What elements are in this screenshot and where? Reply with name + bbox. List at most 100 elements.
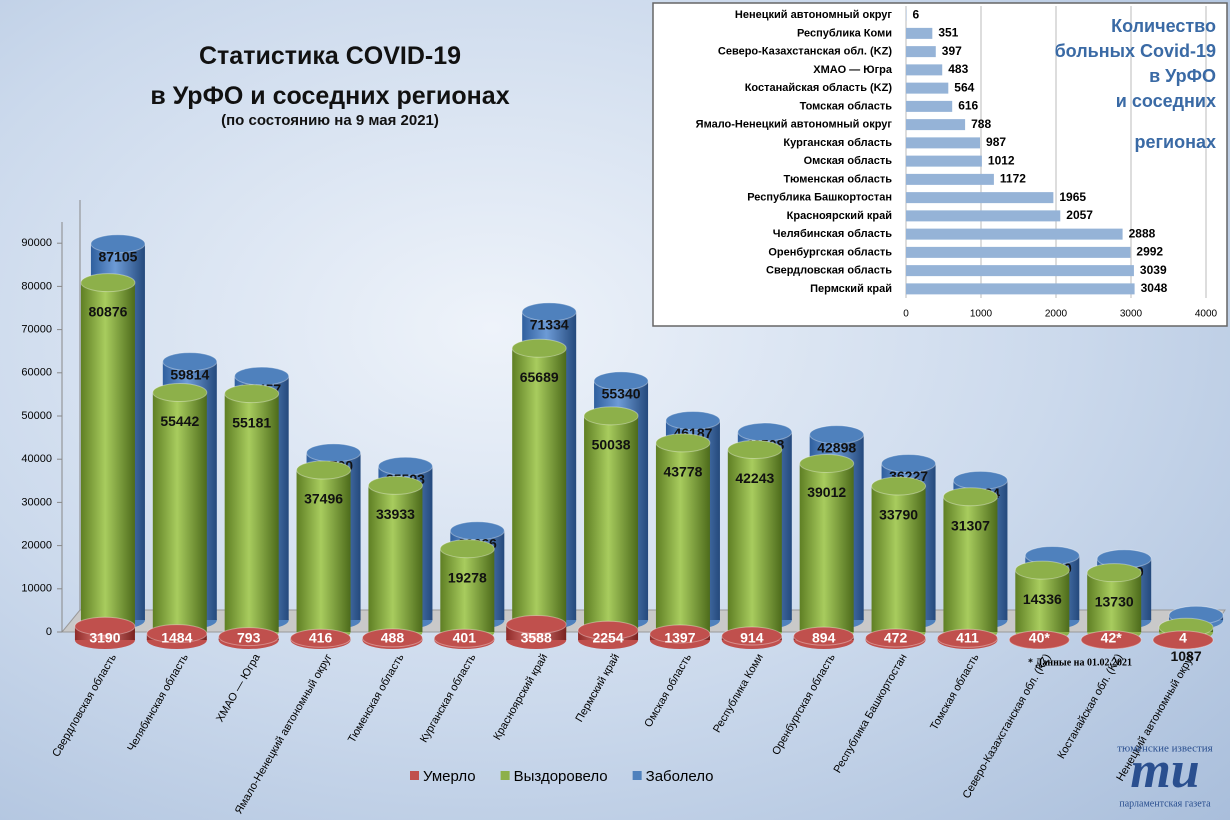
cylinder-top: [1152, 630, 1214, 650]
value-label: 42*: [1101, 630, 1123, 646]
value-label: 3039: [1140, 263, 1167, 277]
legend-label: Умерло: [423, 768, 476, 785]
x-tick-label: Республика Башкортостан: [832, 652, 910, 775]
bar: [906, 210, 1061, 222]
value-label: 483: [948, 62, 968, 76]
x-tick-label: Тюменская область: [346, 652, 407, 745]
bar: [906, 119, 966, 131]
y-tick-label: Тюменская область: [783, 173, 892, 185]
cylinder-top: [1080, 630, 1142, 650]
inset-title: Количество: [1111, 16, 1216, 36]
cylinder-top: [583, 406, 639, 426]
value-label: 55340: [602, 386, 641, 402]
cylinder-body: [584, 415, 639, 632]
value-label: 1172: [1000, 172, 1026, 186]
chart-title: Статистика COVID-19 в УрФО и соседних рег…: [80, 36, 580, 116]
cylinder-top: [290, 628, 352, 648]
value-label: 33933: [376, 506, 415, 522]
cylinder: [296, 460, 352, 641]
cylinder-top: [224, 384, 280, 404]
y-tick-label: 0: [46, 626, 52, 638]
cylinder-body: [655, 442, 710, 632]
cylinder: [367, 475, 423, 641]
bar: [906, 64, 943, 76]
cylinder: [577, 620, 639, 649]
value-label: 6: [912, 7, 919, 21]
cylinder-top: [74, 616, 136, 636]
inset-title: и соседних: [1116, 91, 1216, 111]
value-label: 411: [956, 630, 979, 646]
bar: [906, 192, 1054, 204]
y-tick-label: Омская область: [804, 155, 893, 167]
value-label: 19278: [448, 569, 487, 585]
value-label: 416: [309, 630, 333, 646]
cylinder-top: [1008, 630, 1070, 650]
x-tick-label: Омская область: [642, 652, 694, 730]
logo-mark: ти: [1130, 742, 1199, 799]
cylinder-top: [146, 624, 208, 644]
inset-title: больных Covid-19: [1055, 41, 1216, 61]
x-tick-label: 4000: [1195, 309, 1218, 320]
y-tick-label: Свердловская область: [766, 265, 892, 277]
y-tick-label: ХМАО — Югра: [813, 64, 893, 76]
x-tick-label: Томская область: [928, 652, 982, 733]
y-tick-label: 30000: [21, 496, 52, 508]
value-label: 39012: [807, 484, 846, 500]
cylinder-top: [593, 371, 649, 391]
x-tick-label: Оренбургская область: [770, 652, 838, 757]
cylinder-top: [942, 487, 998, 507]
value-label: 3190: [89, 630, 120, 646]
value-label: 1012: [988, 153, 1015, 167]
value-label: 2254: [592, 630, 623, 646]
value-label: 1965: [1059, 190, 1086, 204]
cylinder-body: [224, 393, 279, 632]
cylinder: [146, 624, 208, 649]
y-tick-label: Республика Коми: [797, 27, 892, 39]
value-label: 1484: [161, 630, 192, 646]
value-label: 80876: [88, 303, 127, 319]
cylinder-top: [218, 627, 280, 647]
x-tick-label: ХМАО — Югра: [214, 651, 263, 724]
value-label: 914: [740, 630, 764, 646]
y-tick-label: 20000: [21, 540, 52, 552]
legend-swatch: [410, 771, 419, 780]
cylinder-top: [162, 352, 218, 372]
cylinder: [1080, 630, 1142, 650]
cylinder-top: [799, 453, 855, 473]
cylinder-top: [367, 475, 423, 495]
y-tick-label: Пермский край: [810, 283, 892, 295]
cylinder-body: [1015, 570, 1070, 632]
logo-bottom: парламентская газета: [1119, 798, 1211, 809]
value-label: 397: [942, 44, 962, 58]
cylinder-top: [296, 460, 352, 480]
y-tick-label: Республика Башкортостан: [747, 192, 892, 204]
cylinder-top: [234, 366, 290, 386]
y-tick-label: 90000: [21, 237, 52, 249]
y-tick-label: Костанайская область (KZ): [745, 82, 893, 94]
y-tick-label: 10000: [21, 583, 52, 595]
y-tick-label: Красноярский край: [787, 210, 892, 222]
cylinder: [865, 628, 927, 649]
value-label: 55181: [232, 414, 271, 430]
value-label: 42898: [817, 439, 856, 455]
cylinder: [655, 433, 711, 641]
y-tick-label: Челябинская область: [773, 228, 893, 240]
value-label: 33790: [879, 507, 918, 523]
x-tick-label: Челябинская область: [125, 652, 191, 754]
cylinder-top: [665, 410, 721, 430]
cylinder-top: [809, 425, 865, 445]
inset-title: регионах: [1135, 132, 1216, 152]
cylinder: [799, 453, 855, 641]
cylinder: [290, 628, 352, 649]
cylinder-body: [296, 470, 351, 632]
value-label: 3588: [521, 630, 552, 646]
value-label: 31307: [951, 517, 990, 533]
value-label: 4: [1179, 630, 1187, 646]
cylinder-top: [881, 453, 937, 473]
y-tick-label: 50000: [21, 410, 52, 422]
cylinder-top: [90, 234, 146, 254]
cylinder-top: [727, 440, 783, 460]
value-label: 65689: [520, 369, 559, 385]
cylinder-top: [936, 628, 998, 648]
